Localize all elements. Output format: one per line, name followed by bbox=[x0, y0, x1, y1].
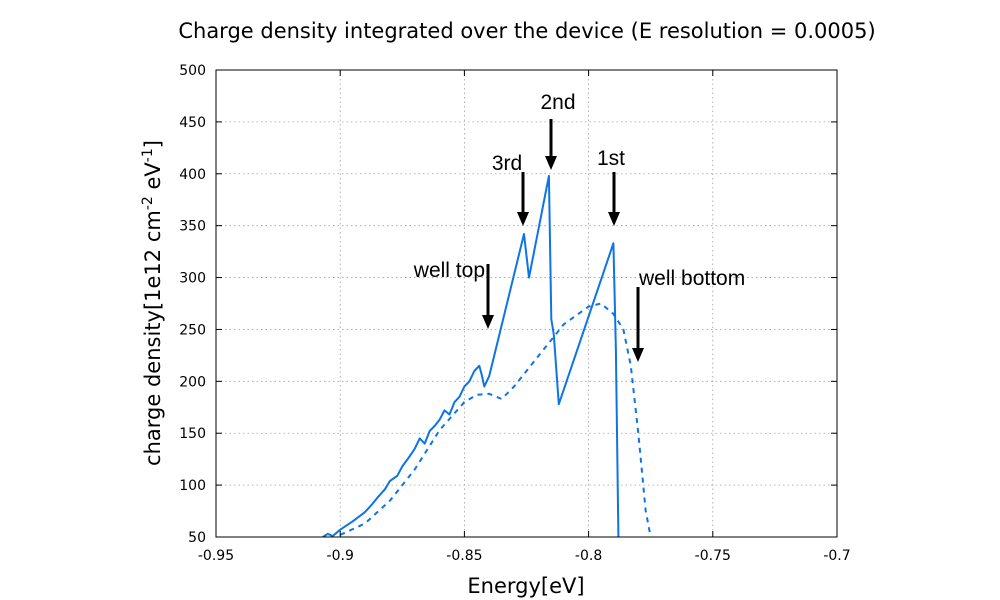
annotation-well-top: well top bbox=[413, 259, 494, 329]
plot-frame bbox=[215, 69, 838, 538]
y-tick-label: 350 bbox=[179, 219, 206, 235]
annotation-label: well top bbox=[413, 259, 485, 282]
annotation-label: 3rd bbox=[492, 152, 522, 175]
x-tick-label: -0.85 bbox=[446, 548, 482, 564]
x-axis-label: Energy[eV] bbox=[467, 574, 584, 598]
y-axis-label-mid: eV bbox=[141, 162, 165, 197]
annotation-arrow-head bbox=[632, 348, 644, 362]
annotation-label: 1st bbox=[597, 147, 625, 170]
dashed-series-line bbox=[339, 302, 652, 537]
x-tick-label: -0.8 bbox=[575, 548, 602, 564]
x-tick-label: -0.7 bbox=[823, 548, 850, 564]
chart-title: Charge density integrated over the devic… bbox=[178, 19, 875, 43]
y-axis-label-end: ] bbox=[141, 140, 165, 148]
annotations: 2nd 3rd 1st well top well bottom bbox=[413, 91, 745, 362]
annotation-arrow-head bbox=[608, 212, 620, 226]
y-tick-label: 250 bbox=[179, 322, 206, 338]
annotation-1st: 1st bbox=[597, 147, 625, 226]
y-tick-label: 400 bbox=[179, 167, 206, 183]
y-tick-label: 100 bbox=[179, 478, 206, 494]
y-tick-label: 200 bbox=[179, 374, 206, 390]
y-tick-label: 450 bbox=[179, 115, 206, 131]
x-tick-label: -0.75 bbox=[695, 548, 731, 564]
y-axis-label-sup1: -2 bbox=[140, 196, 156, 210]
annotation-label: well bottom bbox=[638, 267, 745, 290]
series-layer bbox=[322, 174, 652, 537]
y-tick-label: 150 bbox=[179, 426, 206, 442]
annotation-arrow-head bbox=[545, 156, 557, 170]
annotation-arrow-head bbox=[517, 212, 529, 226]
solid-series-line bbox=[322, 174, 620, 537]
y-tick-label: 500 bbox=[179, 63, 206, 79]
annotation-2nd: 2nd bbox=[540, 91, 576, 170]
x-tick-label: -0.9 bbox=[327, 548, 354, 564]
y-axis-label: charge density[1e12 cm-2 eV-1] bbox=[140, 140, 165, 466]
y-axis-label-base: charge density[1e12 cm bbox=[141, 210, 165, 466]
annotation-label: 2nd bbox=[540, 91, 575, 114]
annotation-3rd: 3rd bbox=[492, 152, 529, 226]
y-axis-label-sup2: -1 bbox=[140, 148, 156, 162]
grid bbox=[216, 70, 837, 537]
x-tick-label: -0.95 bbox=[198, 548, 234, 564]
annotation-arrow-head bbox=[482, 315, 494, 329]
y-tick-label: 300 bbox=[179, 271, 206, 287]
annotation-well-bottom: well bottom bbox=[632, 267, 745, 362]
y-tick-label: 50 bbox=[188, 530, 206, 546]
ticks: -0.95 -0.9 -0.85 -0.8 -0.75 -0.7 50 100 150 200 25… bbox=[179, 63, 850, 564]
